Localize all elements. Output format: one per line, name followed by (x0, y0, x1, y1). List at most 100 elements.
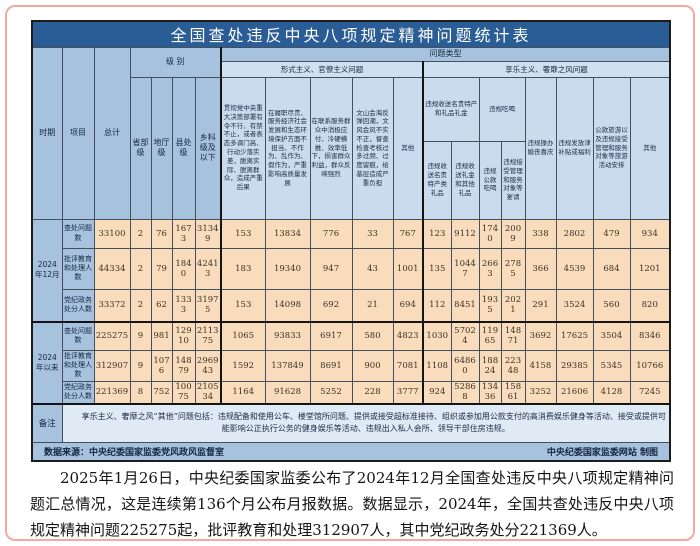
value-cell: 947 (309, 247, 353, 290)
value-cell: 5252 (309, 380, 353, 405)
value-cell: 93833 (264, 321, 311, 351)
value-cell: 752 (150, 380, 173, 405)
col-header-level-province: 省部级 (129, 76, 152, 220)
col-header-formalism-3: 在联系服务群众中消极应付、冷硬横推、效率低下，损害群众利益，群众反映强烈 (309, 76, 353, 220)
value-cell: 14871 (500, 321, 526, 351)
value-cell: 4128 (592, 380, 631, 405)
col-header-dining-public: 违规公款吃喝 (478, 140, 502, 220)
value-cell: 296943 (194, 349, 222, 382)
value-cell: 479 (592, 218, 631, 249)
table-title: 全国查处违反中央八项规定精神问题统计表 (31, 20, 671, 48)
value-cell: 14879 (171, 349, 196, 382)
value-cell: 2009 (500, 218, 526, 249)
value-cell: 5345 (592, 349, 631, 382)
value-cell: 10447 (450, 247, 480, 290)
value-cell: 694 (392, 288, 424, 323)
row-label: 党纪政务处分人数 (61, 380, 95, 405)
col-header-formalism-1: 贯彻党中央重大决策部署有令不行、有禁不止，或者表态多调门高、行动少落实差，脱离实… (220, 76, 266, 220)
table-row: 2024年以来 查处问题数 225275 9 981 12910 211375 1065 938… (31, 321, 671, 405)
value-cell: 22348 (500, 349, 526, 382)
value-cell: 1840 (171, 247, 196, 290)
value-cell: 225275 (93, 321, 131, 351)
col-header-formalism-2: 在履职尽责、服务经济社会发展和生态环境保护方面不担当、不作为、乱作为、假作为，严… (264, 76, 311, 220)
value-cell: 6917 (309, 321, 353, 351)
value-cell: 8691 (309, 349, 353, 382)
value-cell: 981 (150, 321, 173, 351)
value-cell: 123 (422, 218, 452, 249)
value-cell: 10075 (171, 380, 196, 405)
value-cell: 900 (351, 349, 394, 382)
table-row: 批评教育和处理人数 312907 9 1076 14879 296943 1592 13784… (32, 349, 671, 382)
value-cell: 1935 (478, 288, 502, 323)
value-cell: 15861 (500, 380, 526, 405)
value-cell: 62 (150, 288, 173, 323)
value-cell: 18824 (478, 349, 502, 382)
value-cell: 153 (220, 288, 266, 323)
col-header-wedding-funeral: 违规操办婚丧喜庆 (524, 76, 557, 220)
value-cell: 137849 (264, 349, 311, 382)
col-header-formalism-4: 文山会海反弹回潮，文风会风不实不正，督查检查考核过多过频、过度留痕，给基层造成严… (351, 76, 394, 220)
value-cell: 8 (129, 380, 152, 405)
source-cell: 数据来源：中央纪委国家监委党风政风监督室 中央纪委国家监委网站 制图 (31, 441, 671, 462)
value-cell: 3777 (392, 380, 424, 405)
value-cell: 1673 (171, 218, 196, 249)
value-cell: 692 (309, 288, 353, 323)
value-cell: 560 (592, 288, 631, 323)
col-header-problem-type: 问题类型 (219, 46, 671, 62)
value-cell: 9112 (450, 218, 480, 249)
value-cell: 4539 (555, 247, 594, 290)
table-header: 全国查处违反中央八项规定精神问题统计表 时期 项目 总计 级 别 问题类型 形式… (31, 20, 671, 220)
row-label: 批评教育和处理人数 (61, 349, 95, 382)
value-cell: 31349 (194, 218, 222, 249)
value-cell: 3692 (524, 321, 557, 351)
note-label: 备注 (31, 403, 63, 443)
value-cell: 21 (351, 288, 394, 323)
value-cell: 366 (524, 247, 557, 290)
header-row-problem-groups: 形式主义、官僚主义问题 享乐主义、奢靡之风问题 (32, 60, 671, 78)
col-header-allowance: 违规发放津补贴或福利 (555, 76, 594, 220)
col-header-gift-group: 违规收送名贵特产和礼品礼金 (422, 76, 480, 142)
value-cell: 820 (629, 288, 671, 323)
note-row: 备注 享乐主义、奢靡之风“其他”问题包括：违规配备和使用公车、楼堂馆所问题、提供… (31, 403, 671, 443)
value-cell: 112 (422, 288, 452, 323)
col-header-gift-money: 违规收送礼金和其他礼品 (450, 140, 480, 220)
value-cell: 1108 (422, 349, 452, 382)
value-cell: 10766 (629, 349, 671, 382)
col-header-period: 时期 (31, 46, 63, 220)
col-header-total: 总计 (93, 46, 131, 220)
value-cell: 2 (129, 218, 152, 249)
value-cell: 17625 (555, 321, 594, 351)
value-cell: 924 (422, 380, 452, 405)
value-cell: 221369 (93, 380, 131, 405)
value-cell: 57024 (450, 321, 480, 351)
value-cell: 1030 (422, 321, 452, 351)
value-cell: 338 (524, 218, 557, 249)
article-paragraph: 2025年1月26日，中央纪委国家监委公布了2024年12月全国查处违反中央八项… (30, 469, 674, 539)
value-cell: 1065 (220, 321, 266, 351)
value-cell: 7081 (392, 349, 424, 382)
value-cell: 44334 (93, 247, 131, 290)
value-cell: 3504 (592, 321, 631, 351)
row-label: 党纪政务处分人数 (61, 288, 95, 323)
credit-text: 中央纪委国家监委网站 制图 (546, 447, 659, 458)
value-cell: 153 (220, 218, 266, 249)
value-cell: 1592 (220, 349, 266, 382)
value-cell: 1001 (392, 247, 424, 290)
value-cell: 1333 (171, 288, 196, 323)
col-header-formalism-other: 其他 (392, 76, 424, 220)
article: 2025年1月26日，中央纪委国家监委公布了2024年12月全国查处违反中央八项… (30, 466, 674, 543)
col-header-hedonism-group: 享乐主义、奢靡之风问题 (421, 60, 671, 78)
col-header-level-township: 乡科级及以下 (194, 76, 222, 220)
col-header-level-group: 级 别 (129, 46, 222, 78)
data-source-text: 数据来源：中央纪委国家监委党风政风监督室 (44, 447, 225, 458)
value-cell: 580 (351, 321, 394, 351)
value-cell: 8451 (450, 288, 480, 323)
col-header-public-travel: 公款旅游以及违规接受管理和服务对象等旅游活动安排 (592, 76, 631, 220)
table-row: 党纪政务处分人数 33372 2 62 1333 31975 153 14098 692 21 69… (32, 288, 671, 323)
value-cell: 7245 (629, 380, 671, 405)
value-cell: 767 (392, 218, 424, 249)
value-cell: 13834 (264, 218, 311, 249)
value-cell: 1164 (220, 380, 266, 405)
value-cell: 3252 (524, 380, 557, 405)
value-cell: 33 (351, 218, 394, 249)
